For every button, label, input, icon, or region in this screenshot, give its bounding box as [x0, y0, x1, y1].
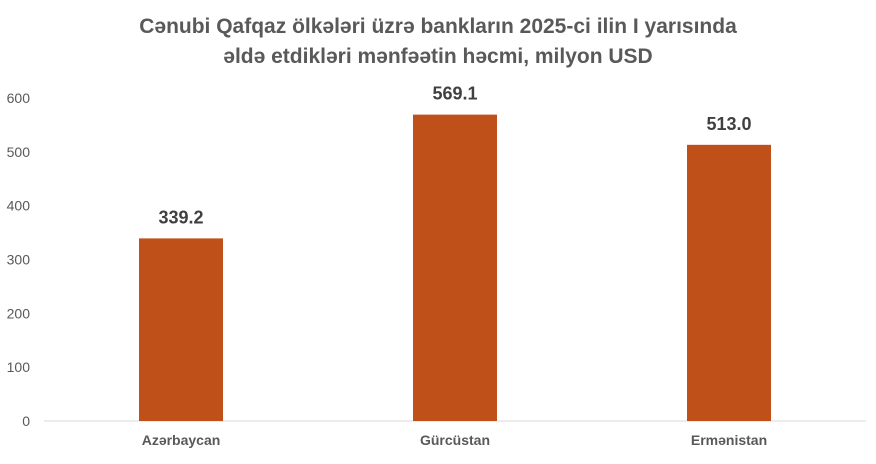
y-tick-label: 200: [7, 305, 31, 321]
y-tick-label: 500: [7, 144, 31, 160]
data-label: 513.0: [706, 114, 751, 134]
y-tick-label: 600: [7, 90, 31, 106]
x-tick-label: Gürcüstan: [420, 432, 490, 448]
x-tick-label: Ermənistan: [691, 432, 767, 448]
chart-title: Cənubi Qafqaz ölkələri üzrə bankların 20…: [139, 15, 737, 68]
x-tick-label: Azərbaycan: [142, 432, 221, 448]
y-tick-label: 400: [7, 198, 31, 214]
data-label: 569.1: [432, 84, 477, 104]
bar: [413, 114, 497, 422]
bar: [687, 144, 771, 421]
data-label: 339.2: [158, 207, 203, 227]
y-tick-label: 100: [7, 359, 31, 375]
bar: [139, 238, 223, 421]
y-tick-label: 300: [7, 252, 31, 268]
y-tick-label: 0: [22, 413, 30, 429]
